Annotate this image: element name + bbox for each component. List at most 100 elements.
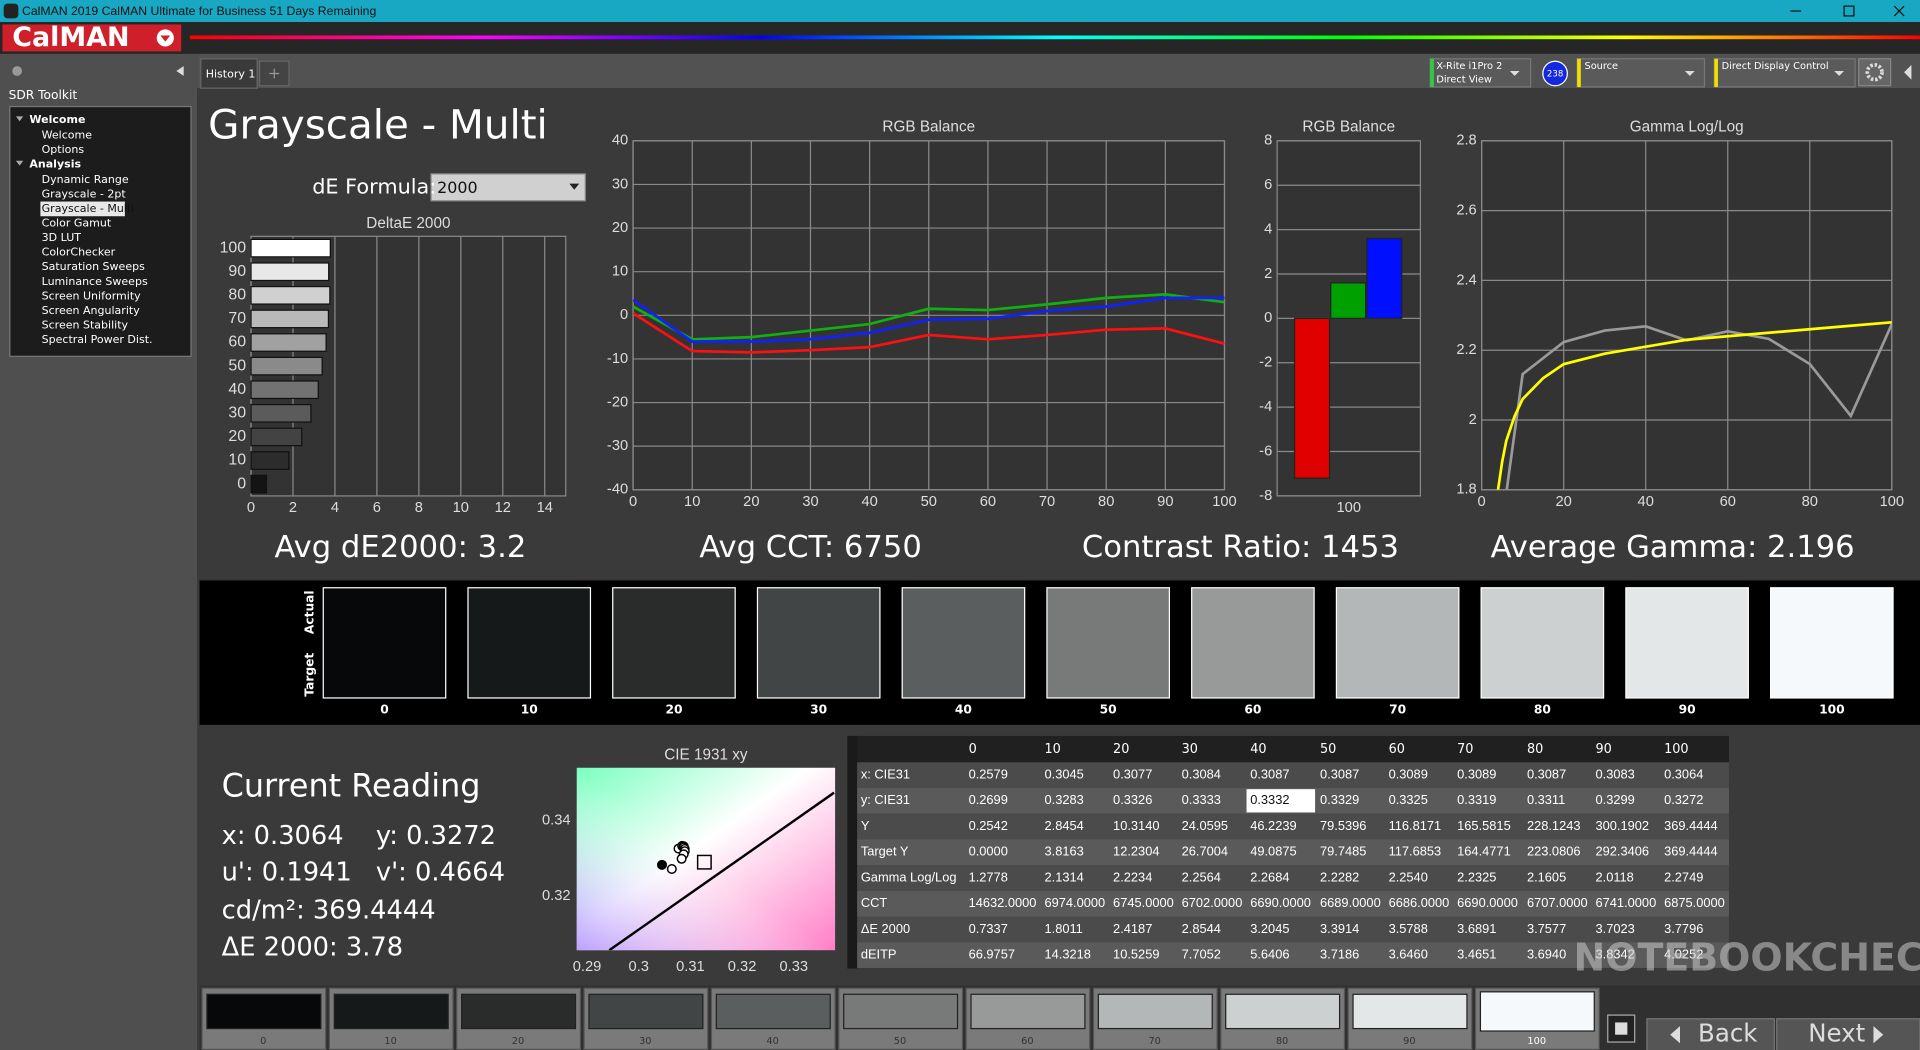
dropdown-arrow: [1684, 71, 1695, 76]
swatch: [612, 587, 736, 699]
y-tick-label: 2.2: [1456, 342, 1476, 358]
next-button[interactable]: [1776, 1018, 1920, 1050]
table-cell: 3.6891: [1457, 921, 1496, 936]
dropdown-arrow: [1509, 71, 1520, 76]
table-header: 80: [1527, 742, 1543, 757]
tree-item[interactable]: Saturation Sweeps: [42, 260, 145, 273]
tree-item[interactable]: Screen Uniformity: [42, 289, 142, 302]
cie-overlay: [576, 767, 836, 951]
bar: [250, 285, 331, 305]
window-title: CalMAN 2019 CalMAN Ultimate for Business…: [22, 4, 376, 18]
settings-button[interactable]: [1858, 58, 1892, 87]
table-cell: 0.3299: [1596, 792, 1635, 807]
reading-value: x: 0.3064: [222, 821, 344, 851]
measured-point: [656, 859, 668, 870]
y-tick-label: -8: [1259, 488, 1272, 504]
sidebar-collapse[interactable]: [176, 66, 184, 76]
dropdown-arrow: [569, 183, 580, 190]
de-formula-dropdown[interactable]: [430, 173, 586, 202]
tree-item[interactable]: Grayscale - 2pt: [42, 187, 127, 200]
restore-button[interactable]: [1843, 5, 1855, 17]
x-tick-label: 2: [289, 500, 297, 516]
tree-item[interactable]: Grayscale - Multi: [42, 202, 135, 215]
table-cell: 369.4444: [1664, 844, 1718, 859]
tree-item[interactable]: Options: [42, 143, 85, 156]
de-formula-value: 2000: [437, 178, 477, 197]
bar: [250, 427, 303, 447]
table-cell: 0.3325: [1389, 792, 1428, 807]
chart-title: RGB Balance: [882, 118, 975, 135]
swatch-button-label: 10: [384, 1036, 396, 1047]
sidebar-pin[interactable]: [12, 66, 23, 76]
table-cell: 0.0000: [969, 844, 1008, 859]
settings-gear: [1865, 63, 1884, 82]
meter-status: [1430, 58, 1434, 87]
source-label: Source: [1584, 61, 1618, 72]
x-tick-label: 20: [743, 494, 759, 510]
table-row-label: Y: [861, 818, 870, 833]
swatch: [467, 587, 592, 699]
measured-point: [666, 863, 677, 875]
y-tick-label: 6: [1264, 177, 1272, 193]
close-button[interactable]: [1893, 5, 1905, 17]
x-tick-label: 0: [629, 494, 637, 510]
swatch-label: 70: [1389, 703, 1406, 717]
swatch-button-color: [1097, 993, 1213, 1030]
table-cell: 2.1314: [1044, 869, 1083, 884]
swatch-label: 50: [1100, 703, 1117, 717]
tree-panel: [9, 105, 192, 357]
table-cell: 6707.0000: [1527, 895, 1588, 910]
table-row-label: Target Y: [861, 844, 909, 859]
swatch-label: 30: [810, 703, 827, 717]
x-tick-label: 10: [684, 494, 700, 510]
table-cell: 300.1902: [1596, 818, 1650, 833]
swatch-button-label: 20: [512, 1036, 524, 1047]
tree-group[interactable]: Analysis: [29, 157, 81, 170]
table-row-label: CCT: [861, 895, 888, 910]
table-cell: 223.0806: [1527, 844, 1581, 859]
tree-item[interactable]: Dynamic Range: [42, 173, 129, 186]
back-button[interactable]: [1646, 1018, 1775, 1050]
table-row: [857, 762, 1729, 788]
tree-item[interactable]: Screen Angularity: [42, 304, 141, 317]
table-cell: 3.6460: [1389, 946, 1428, 961]
logo-box[interactable]: [2, 24, 182, 52]
dropdown-arrow: [1834, 71, 1845, 76]
display-status: [1714, 58, 1718, 87]
tree-item[interactable]: 3D LUT: [42, 231, 82, 244]
reading-value: ΔE 2000: 3.78: [222, 932, 403, 962]
y-tick-label: 90: [228, 263, 246, 280]
y-tick-label: 2: [1264, 266, 1272, 282]
reading-value: u': 0.1941: [222, 858, 352, 888]
tree-item[interactable]: Welcome: [42, 128, 93, 141]
back-label: Back: [1698, 1019, 1758, 1048]
reading-value: y: 0.3272: [376, 821, 496, 851]
table-cell: 6689.0000: [1320, 895, 1381, 910]
swatch-button-label: 0: [260, 1036, 266, 1047]
table-cell: 6875.0000: [1664, 895, 1725, 910]
swatch-label: 0: [380, 703, 389, 717]
table-cell: 3.6940: [1527, 946, 1566, 961]
reading-value: cd/m²: 369.4444: [222, 896, 436, 926]
tree-item[interactable]: Luminance Sweeps: [42, 275, 148, 288]
toolbar-collapse[interactable]: [1904, 64, 1912, 80]
table-row-label: dEITP: [861, 946, 897, 961]
swatch-button-label: 90: [1403, 1036, 1415, 1047]
tree-group[interactable]: Welcome: [29, 113, 85, 126]
table-row: [857, 942, 1729, 968]
tree-item[interactable]: Spectral Power Dist.: [42, 333, 153, 346]
y-tick-label: 2: [1469, 412, 1477, 428]
swatch-button-color: [206, 993, 322, 1030]
table-cell: 0.3084: [1182, 766, 1221, 781]
tab[interactable]: [200, 58, 258, 89]
y-tick-label: -40: [607, 482, 628, 498]
tree-item[interactable]: Screen Stability: [42, 318, 129, 331]
tree-item[interactable]: Color Gamut: [42, 216, 112, 229]
tab-label: History 1: [206, 68, 256, 81]
tree-item[interactable]: ColorChecker: [42, 246, 116, 259]
table-cell: 165.5815: [1457, 818, 1511, 833]
logo-menu-arrow: [160, 35, 171, 42]
table-cell: 12.2304: [1113, 844, 1159, 859]
y-tick-label: 0: [1264, 310, 1272, 326]
